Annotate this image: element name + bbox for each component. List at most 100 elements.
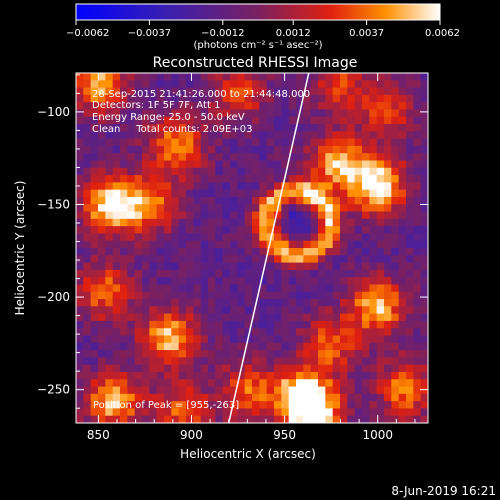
heatmap-cell: [127, 269, 136, 278]
heatmap-cell: [398, 160, 407, 169]
heatmap-cell: [149, 87, 158, 96]
heatmap-cell: [76, 401, 84, 409]
heatmap-cell: [156, 328, 165, 336]
heatmap-cell: [149, 160, 158, 169]
heatmap-cell: [281, 320, 290, 329]
heatmap-cell: [208, 204, 216, 212]
heatmap-cell: [354, 102, 363, 110]
heatmap-cell: [112, 379, 121, 387]
heatmap-cell: [384, 401, 392, 409]
heatmap-cell: [362, 240, 370, 249]
heatmap-cell: [200, 131, 209, 140]
heatmap-cell: [413, 211, 422, 220]
heatmap-cell: [274, 306, 282, 315]
heatmap-cell: [76, 196, 84, 205]
heatmap-cell: [142, 408, 150, 417]
heatmap-cell: [156, 299, 165, 307]
heatmap-cell: [266, 313, 275, 322]
heatmap-cell: [281, 73, 290, 81]
heatmap-cell: [391, 408, 400, 417]
heatmap-cell: [340, 284, 348, 293]
heatmap-cell: [98, 248, 106, 256]
heatmap-cell: [200, 364, 209, 373]
heatmap-cell: [398, 226, 407, 234]
heatmap-cell: [413, 320, 422, 329]
heatmap-cell: [354, 306, 363, 315]
heatmap-cell: [318, 80, 326, 88]
heatmap-cell: [354, 248, 363, 256]
heatmap-cell: [391, 371, 400, 380]
heatmap-cell: [318, 145, 326, 154]
heatmap-cell: [303, 401, 312, 409]
heatmap-cell: [83, 386, 92, 395]
heatmap-cell: [222, 153, 231, 161]
heatmap-cell: [112, 320, 121, 329]
heatmap-cell: [325, 255, 334, 263]
heatmap-cell: [156, 240, 165, 249]
heatmap-cell: [413, 73, 422, 81]
heatmap-cell: [384, 313, 392, 322]
heatmap-cell: [83, 218, 92, 227]
heatmap-cell: [398, 116, 407, 125]
heatmap-cell: [208, 299, 216, 307]
heatmap-cell: [288, 269, 297, 278]
heatmap-cell: [259, 401, 268, 409]
heatmap-cell: [413, 371, 422, 380]
heatmap-cell: [156, 94, 165, 103]
heatmap-cell: [222, 262, 231, 271]
heatmap-cell: [98, 94, 106, 103]
heatmap-cell: [76, 73, 84, 81]
heatmap-cell: [347, 226, 356, 234]
heatmap-cell: [413, 153, 422, 161]
heatmap-cell: [340, 269, 348, 278]
heatmap-cell: [259, 299, 268, 307]
heatmap-cell: [318, 284, 326, 293]
heatmap-cell: [310, 299, 319, 307]
heatmap-cell: [178, 408, 187, 417]
heatmap-cell: [149, 255, 158, 263]
heatmap-cell: [281, 109, 290, 118]
heatmap-cell: [296, 277, 304, 285]
heatmap-cell: [83, 124, 92, 132]
heatmap-cell: [391, 401, 400, 409]
heatmap-cell: [76, 138, 84, 147]
heatmap-cell: [127, 211, 136, 220]
heatmap-cell: [90, 299, 99, 307]
heatmap-cell: [83, 335, 92, 344]
heatmap-cell: [186, 204, 194, 212]
heatmap-cell: [354, 80, 363, 88]
heatmap-cell: [178, 269, 187, 278]
heatmap-cell: [200, 218, 209, 227]
heatmap-cell: [369, 357, 378, 366]
heatmap-cell: [193, 379, 202, 387]
heatmap-cell: [244, 277, 253, 285]
heatmap-cell: [208, 291, 216, 300]
heatmap-cell: [215, 94, 224, 103]
heatmap-cell: [120, 73, 128, 81]
heatmap-cell: [325, 80, 334, 88]
heatmap-cell: [237, 175, 246, 183]
heatmap-cell: [142, 233, 150, 242]
heatmap-cell: [274, 124, 282, 132]
heatmap-cell: [120, 284, 128, 293]
heatmap-cell: [384, 386, 392, 395]
heatmap-cell: [332, 306, 341, 315]
heatmap-cell: [149, 138, 158, 147]
heatmap-cell: [420, 87, 428, 96]
heatmap-cell: [369, 299, 378, 307]
heatmap-cell: [171, 320, 180, 329]
heatmap-cell: [120, 299, 128, 307]
heatmap-cell: [266, 291, 275, 300]
heatmap-cell: [310, 189, 319, 198]
heatmap-cell: [90, 415, 99, 423]
heatmap-cell: [347, 342, 356, 351]
heatmap-cell: [369, 255, 378, 263]
colorbar-tick-label: 0.0012: [276, 28, 311, 39]
heatmap-cell: [310, 175, 319, 183]
heatmap-cell: [90, 196, 99, 205]
heatmap-cell: [406, 226, 414, 234]
heatmap-cell: [354, 116, 363, 125]
heatmap-cell: [303, 313, 312, 322]
heatmap-cell: [325, 109, 334, 118]
heatmap-cell: [325, 218, 334, 227]
